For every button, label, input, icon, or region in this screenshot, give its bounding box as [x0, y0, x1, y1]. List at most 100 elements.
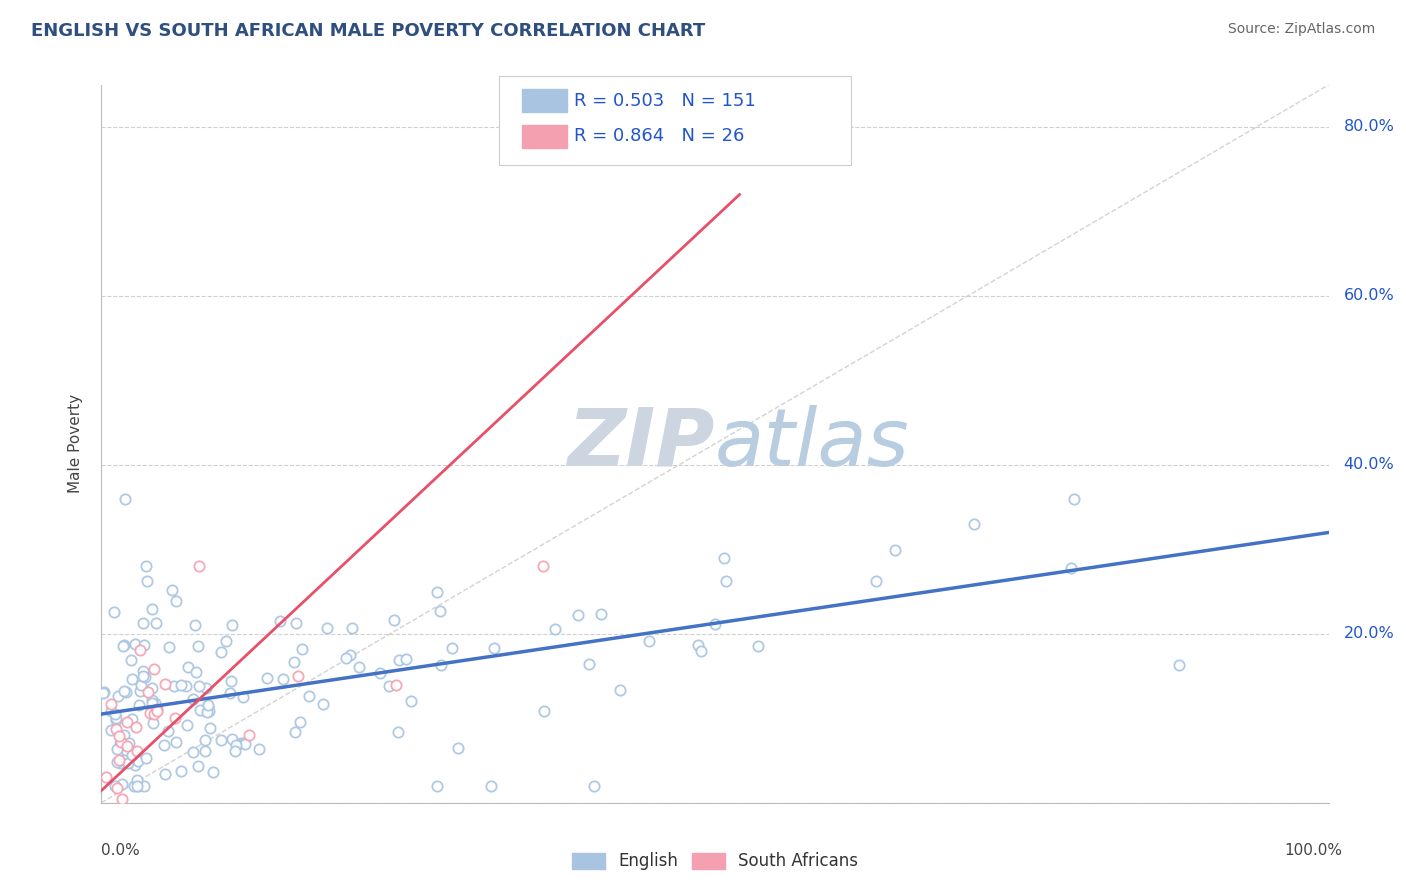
Point: [224, 743, 246, 757]
Point: [152, 739, 174, 753]
Point: [135, 751, 157, 765]
Point: [181, 746, 204, 760]
Point: [198, 721, 221, 735]
Point: [155, 767, 177, 781]
Point: [865, 574, 887, 588]
Point: [233, 735, 256, 749]
Point: [141, 602, 163, 616]
Point: [111, 777, 134, 791]
Point: [1168, 658, 1191, 673]
Point: [94, 770, 117, 784]
Point: [704, 616, 727, 631]
Point: [315, 621, 337, 635]
Point: [219, 686, 242, 700]
Point: [114, 491, 136, 506]
Point: [138, 685, 160, 699]
Point: [283, 655, 305, 669]
Point: [533, 704, 555, 718]
Point: [544, 622, 567, 636]
Point: [690, 643, 713, 657]
Point: [188, 703, 211, 717]
Point: [132, 615, 155, 630]
Point: [963, 516, 986, 531]
Point: [447, 741, 470, 756]
Point: [115, 739, 138, 754]
Point: [426, 779, 449, 793]
Point: [121, 748, 143, 763]
Point: [395, 652, 418, 666]
Point: [170, 764, 193, 778]
Point: [479, 779, 502, 793]
Point: [194, 744, 217, 758]
Point: [233, 737, 256, 751]
Point: [105, 756, 128, 770]
Point: [105, 711, 128, 725]
Point: [163, 711, 186, 725]
Point: [187, 639, 209, 653]
Point: [145, 701, 167, 715]
Point: [105, 780, 128, 795]
Point: [187, 759, 209, 773]
Point: [197, 704, 219, 718]
Text: Source: ZipAtlas.com: Source: ZipAtlas.com: [1227, 22, 1375, 37]
Point: [484, 640, 506, 655]
Point: [124, 637, 146, 651]
Point: [124, 779, 146, 793]
Point: [132, 665, 155, 679]
Point: [105, 742, 128, 756]
Point: [129, 643, 152, 657]
Point: [194, 681, 217, 695]
Point: [108, 753, 131, 767]
Point: [221, 731, 243, 746]
Point: [135, 559, 157, 574]
Point: [121, 672, 143, 686]
Point: [209, 645, 232, 659]
Point: [114, 684, 136, 698]
Point: [142, 716, 165, 731]
Point: [112, 753, 135, 767]
Point: [120, 653, 142, 667]
Point: [143, 703, 166, 717]
Point: [195, 705, 218, 719]
Point: [181, 691, 204, 706]
Point: [160, 582, 183, 597]
Point: [531, 559, 554, 574]
Point: [104, 707, 127, 722]
Point: [176, 718, 198, 732]
Point: [429, 604, 451, 618]
Point: [177, 659, 200, 673]
Text: 0.0%: 0.0%: [101, 843, 141, 858]
Point: [104, 779, 127, 793]
Point: [132, 638, 155, 652]
Point: [115, 745, 138, 759]
Text: 80.0%: 80.0%: [1343, 120, 1395, 135]
Text: 60.0%: 60.0%: [1343, 288, 1395, 303]
Point: [349, 659, 371, 673]
Point: [125, 779, 148, 793]
Point: [638, 634, 661, 648]
Text: R = 0.864   N = 26: R = 0.864 N = 26: [574, 128, 744, 145]
Point: [125, 772, 148, 787]
Point: [129, 677, 152, 691]
Point: [399, 694, 422, 708]
Point: [165, 735, 187, 749]
Point: [145, 615, 167, 630]
Point: [339, 648, 361, 662]
Point: [157, 640, 180, 655]
Point: [429, 658, 451, 673]
Text: ENGLISH VS SOUTH AFRICAN MALE POVERTY CORRELATION CHART: ENGLISH VS SOUTH AFRICAN MALE POVERTY CO…: [31, 22, 706, 40]
Point: [298, 689, 321, 703]
Point: [117, 756, 139, 771]
Point: [441, 640, 464, 655]
Point: [229, 736, 252, 750]
Point: [582, 779, 605, 793]
Text: atlas: atlas: [714, 405, 910, 483]
Legend: English, South Africans: English, South Africans: [565, 846, 865, 877]
Text: 100.0%: 100.0%: [1285, 843, 1343, 858]
Point: [188, 559, 211, 574]
Point: [127, 779, 149, 793]
Point: [378, 679, 401, 693]
Point: [269, 614, 291, 628]
Point: [170, 678, 193, 692]
Point: [219, 673, 242, 688]
